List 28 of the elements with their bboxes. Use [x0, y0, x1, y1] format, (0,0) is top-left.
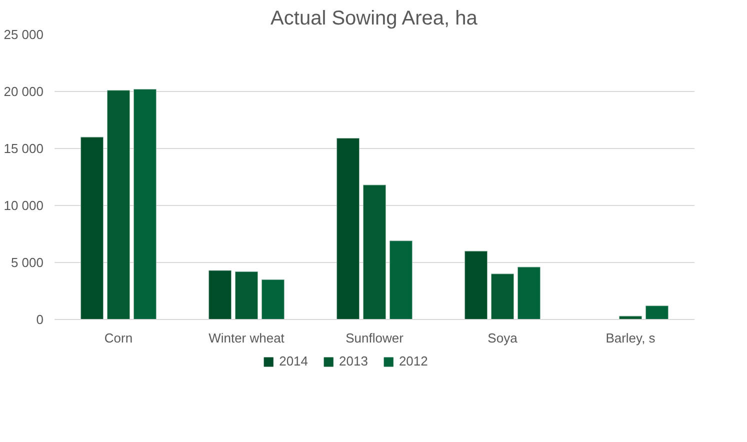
legend-label: 2013	[339, 354, 368, 368]
bar	[261, 279, 284, 320]
bar	[235, 271, 258, 320]
bar	[464, 250, 488, 320]
x-tick-label: Sunflower	[346, 330, 404, 346]
bar	[389, 240, 412, 320]
y-tick-label: 15 000	[4, 141, 44, 156]
bar	[133, 88, 156, 320]
y-tick-label: 10 000	[4, 198, 44, 213]
bar	[107, 90, 130, 320]
legend-label: 2014	[279, 354, 308, 368]
y-tick-label: 0	[36, 312, 44, 327]
x-tick-label: Barley, s	[606, 330, 656, 346]
x-tick-label: Soya	[488, 330, 518, 346]
y-tick-label: 20 000	[4, 84, 44, 99]
bar	[517, 266, 540, 320]
bar	[645, 306, 668, 320]
bar	[491, 274, 514, 320]
bar	[80, 136, 104, 320]
x-tick-label: Winter wheat	[208, 330, 285, 346]
bar	[363, 184, 386, 320]
y-tick-label: 25 000	[4, 27, 44, 42]
bar	[208, 270, 232, 320]
y-tick-label: 5 000	[10, 255, 44, 270]
bar	[336, 138, 360, 320]
chart-title: Actual Sowing Area, ha	[270, 8, 478, 30]
legend-label: 2012	[398, 354, 428, 368]
x-tick-label: Corn	[104, 330, 133, 346]
